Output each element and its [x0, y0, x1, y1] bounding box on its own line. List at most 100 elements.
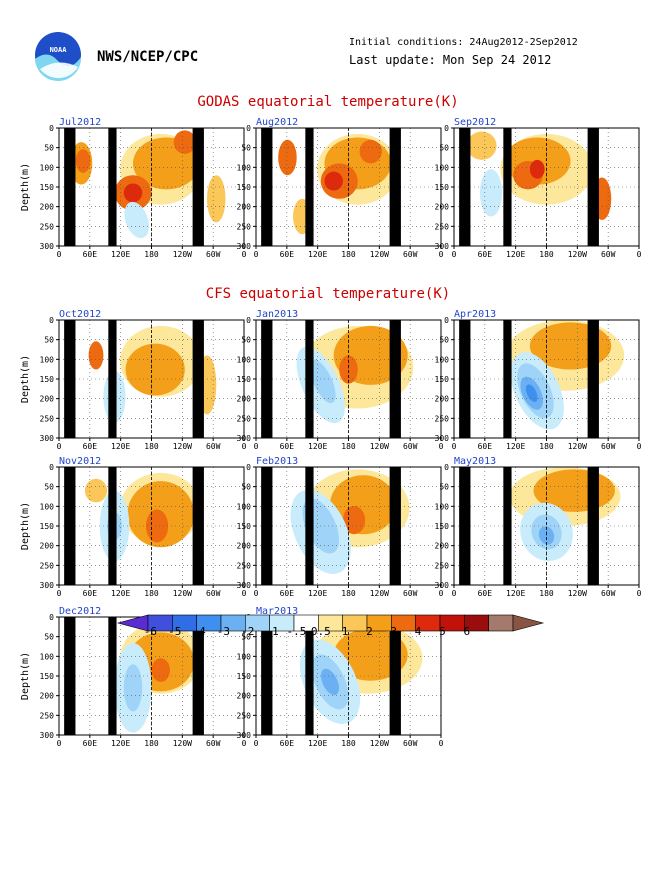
colorbar-label: 2: [366, 625, 373, 638]
y-tick-label: 300: [435, 434, 450, 443]
colorbar-arrow-high: [512, 614, 545, 632]
land-mask: [261, 617, 273, 735]
y-tick-label: 100: [40, 652, 55, 661]
x-tick-label: 0: [254, 589, 259, 598]
panel-label: Aug2012: [256, 117, 298, 128]
land-mask: [192, 617, 204, 735]
x-tick-label: 180: [539, 250, 554, 259]
y-tick-label: 250: [237, 222, 252, 231]
x-tick-label: 120E: [308, 589, 327, 598]
y-tick-label: 250: [435, 222, 450, 231]
x-tick-label: 180: [341, 589, 356, 598]
x-tick-label: 120E: [506, 250, 525, 259]
y-axis-label: Depth(m): [20, 355, 31, 403]
x-tick-label: 0: [57, 442, 62, 451]
land-mask: [64, 617, 76, 735]
land-mask: [192, 320, 204, 438]
colorbar-label: -2: [241, 625, 254, 638]
colorbar-label: -6: [144, 625, 157, 638]
colorbar: -6 -5 -4 -3 -2 -1 -.5 0.5 1 2 3 4 5 6: [116, 614, 545, 638]
y-tick-label: 100: [435, 163, 450, 172]
y-tick-label: 150: [40, 375, 55, 384]
y-tick-label: 200: [237, 395, 252, 404]
x-tick-label: 0: [637, 589, 642, 598]
y-tick-label: 150: [237, 375, 252, 384]
panel-label: Jul2012: [59, 117, 101, 128]
x-tick-label: 60E: [83, 739, 98, 748]
y-tick-label: 200: [40, 542, 55, 551]
x-tick-label: 120E: [111, 739, 130, 748]
land-mask: [459, 128, 471, 246]
x-tick-label: 120E: [111, 442, 130, 451]
contour-fill: [296, 325, 414, 424]
anomaly-contour: [529, 159, 545, 179]
land-mask: [108, 617, 117, 735]
y-tick-label: 100: [237, 652, 252, 661]
x-tick-label: 0: [242, 250, 247, 259]
x-tick-label: 120W: [370, 250, 389, 259]
x-tick-label: 0: [439, 250, 444, 259]
x-tick-label: 120W: [568, 589, 587, 598]
y-tick-label: 250: [237, 711, 252, 720]
y-tick-label: 50: [44, 483, 54, 492]
y-tick-label: 300: [237, 434, 252, 443]
y-tick-label: 250: [435, 414, 450, 423]
anomaly-contour: [88, 341, 104, 370]
land-mask: [261, 320, 273, 438]
x-tick-label: 60W: [601, 250, 616, 259]
x-tick-label: 120W: [173, 589, 192, 598]
y-tick-label: 200: [40, 203, 55, 212]
y-tick-label: 200: [435, 395, 450, 404]
x-tick-label: 180: [341, 250, 356, 259]
y-tick-label: 50: [241, 336, 251, 345]
anomaly-contour: [333, 628, 408, 681]
x-tick-label: 0: [242, 739, 247, 748]
colorbar-label: -5: [168, 625, 181, 638]
x-tick-label: 60W: [206, 442, 221, 451]
x-tick-label: 120W: [173, 442, 192, 451]
y-tick-label: 200: [237, 692, 252, 701]
x-tick-label: 180: [144, 442, 159, 451]
x-tick-label: 120W: [568, 250, 587, 259]
x-tick-label: 60W: [601, 589, 616, 598]
y-tick-label: 200: [435, 203, 450, 212]
agency-name: NWS/NCEP/CPC: [97, 49, 198, 65]
x-tick-label: 60W: [403, 739, 418, 748]
heatmap-panel: Dec2012 0 60E 120E 180 120W 60W 0 0 50 100 150 200 25…: [20, 606, 247, 748]
y-tick-label: 0: [444, 463, 449, 472]
x-tick-label: 60E: [83, 250, 98, 259]
colorbar-label: 0.5: [311, 625, 331, 638]
y-tick-label: 0: [444, 124, 449, 133]
land-mask: [305, 320, 314, 438]
x-tick-label: 180: [341, 442, 356, 451]
land-mask: [503, 467, 512, 585]
anomaly-contour: [123, 664, 143, 712]
panel-label: Apr2013: [454, 309, 496, 320]
land-mask: [503, 320, 512, 438]
heatmap-panel: Nov2012 0 60E 120E 180 120W 60W 0 0 50 100 150 200 25…: [20, 456, 247, 598]
x-tick-label: 120E: [111, 250, 130, 259]
noaa-logo: NOAA: [35, 32, 82, 82]
anomaly-contour: [124, 201, 149, 239]
land-mask: [587, 128, 599, 246]
y-tick-label: 300: [40, 581, 55, 590]
land-mask: [108, 467, 117, 585]
land-mask: [192, 467, 204, 585]
x-tick-label: 60W: [601, 442, 616, 451]
land-mask: [587, 467, 599, 585]
x-tick-label: 0: [452, 589, 457, 598]
y-tick-label: 50: [241, 144, 251, 153]
contour-fill: [70, 130, 226, 239]
initial-conditions: Initial conditions: 24Aug2012-2Sep2012: [349, 37, 578, 48]
x-tick-label: 0: [637, 250, 642, 259]
anomaly-contour: [173, 130, 196, 154]
x-tick-label: 60W: [403, 250, 418, 259]
y-tick-label: 0: [246, 463, 251, 472]
x-tick-label: 180: [144, 589, 159, 598]
y-tick-label: 300: [237, 581, 252, 590]
colorbar-label: 3: [390, 625, 397, 638]
x-tick-label: 60E: [280, 589, 295, 598]
x-tick-label: 120E: [308, 739, 327, 748]
